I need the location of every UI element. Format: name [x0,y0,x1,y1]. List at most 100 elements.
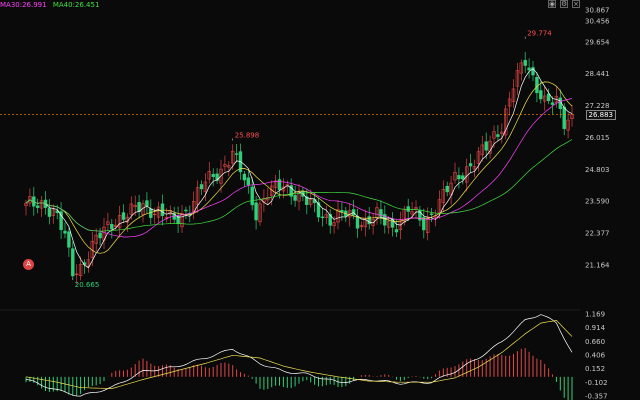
candle-body-76 [320,216,325,219]
candle-body-106 [437,199,442,213]
side-marker[interactable]: A [23,259,34,270]
close-icon[interactable]: × [572,0,580,8]
ma20-line [25,98,573,238]
candle-body-69 [293,195,297,201]
macd-axis-label-6: -0.357 [585,393,608,400]
candle-body-9 [59,211,63,231]
y-axis-label-2: 29.654 [585,38,610,46]
candle-body-6 [47,208,52,217]
candle-body-4 [39,200,44,209]
candle-body-125 [511,88,516,103]
candle-body-14 [78,264,83,276]
candle-body-56 [242,173,247,181]
candle-body-79 [332,222,336,227]
candle-body-50 [219,168,223,184]
candle-body-112 [461,175,465,180]
candle-body-133 [542,95,547,102]
candle-body-12 [71,248,75,277]
candle-body-48 [211,173,215,177]
candle-body-98 [406,206,410,212]
annotation-label-1: 25.898 [235,132,260,140]
candle-body-75 [316,202,321,218]
candle-body-116 [476,151,481,164]
candle-body-117 [480,144,484,156]
candle-body-31 [145,200,149,207]
candle-body-118 [484,141,488,151]
candle-body-70 [297,191,301,202]
candle-body-47 [207,171,211,180]
annotation-label-0: 29.774 [527,30,552,38]
candle-body-49 [215,173,219,181]
candle-body-120 [492,131,496,139]
candle-body-3 [35,205,40,208]
y-axis-label-4: 27.228 [585,102,610,110]
candle-body-57 [246,177,250,186]
candle-body-77 [324,214,328,218]
settings-icon[interactable]: ⚙ [560,0,568,8]
y-axis-label-8: 22.377 [585,230,610,238]
candle-body-119 [488,140,492,154]
candle-body-22 [110,224,114,230]
candle-body-65 [277,179,282,191]
macd-axis-label-2: 0.660 [585,338,605,346]
candle-body-1 [28,196,32,204]
candle-body-88 [367,216,371,225]
top-icons: ◉ ⚙ × [548,0,580,8]
ma-legend: MA30:26.991 MA40:26.451 [0,1,103,9]
candle-body-35 [160,203,165,216]
candle-body-131 [535,76,539,94]
candle-body-122 [500,131,504,134]
ma10-line [25,81,573,254]
candle-body-53 [231,150,235,164]
macd-axis-label-1: 0.914 [585,324,606,332]
candle-body-13 [75,273,79,276]
candle-body-129 [527,67,531,71]
candle-body-100 [414,207,418,210]
candle-body-43 [192,201,196,213]
candle-body-127 [519,62,524,74]
candle-body-139 [566,119,570,131]
candle-body-121 [496,134,500,137]
candle-body-138 [562,106,566,129]
candle-body-18 [94,234,98,244]
candle-body-7 [51,209,56,216]
eye-icon[interactable]: ◉ [548,0,556,8]
last-price-tag: 26.883 [585,109,616,120]
y-axis-label-5: 26.015 [585,134,610,142]
y-axis-label-9: 21.164 [585,261,610,269]
ma5-line [25,68,573,269]
candle-body-28 [133,205,137,208]
candle-body-111 [457,175,461,180]
y-axis-label-3: 28.441 [585,70,610,78]
candle-body-115 [472,166,477,170]
macd-dif-line [25,314,573,397]
candle-body-134 [546,93,551,102]
candle-body-24 [117,215,122,229]
candle-body-85 [355,215,360,229]
macd-axis-label-3: 0.406 [585,352,606,360]
candle-body-45 [199,184,204,190]
candle-body-136 [554,95,559,103]
candle-body-21 [106,221,110,225]
annotation-label-2: 20.665 [75,281,100,289]
candle-body-102 [422,217,426,231]
y-axis-label-7: 23.590 [585,198,610,206]
candle-body-44 [195,187,200,205]
candle-body-23 [114,224,118,227]
candle-body-60 [258,203,262,223]
ma60-line [25,139,573,232]
candle-body-124 [507,98,512,107]
candle-body-80 [336,209,340,223]
candle-body-37 [168,210,172,215]
candle-body-130 [531,67,535,76]
macd-axis-label-4: 0.152 [585,365,605,373]
candle-body-93 [386,220,391,228]
macd-axis-label-5: -0.102 [585,379,608,387]
candle-body-109 [449,182,453,196]
y-axis-label-0: 30.867 [585,7,610,15]
candle-body-54 [234,153,239,155]
candle-body-51 [223,164,227,167]
y-axis-label-1: 30.456 [585,17,610,25]
